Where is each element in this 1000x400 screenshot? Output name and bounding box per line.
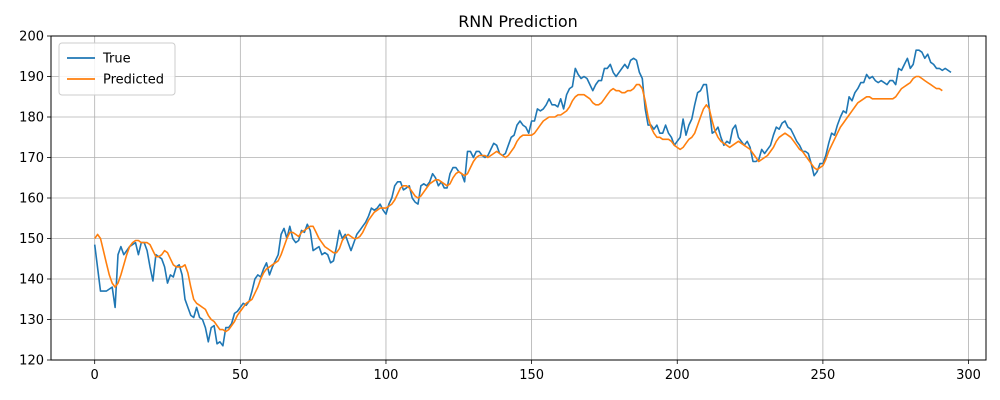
x-tick-label: 0 — [91, 368, 99, 383]
y-tick-label: 130 — [19, 313, 44, 328]
legend-box — [58, 42, 176, 96]
axes: 0 50 100 150 200 250 300 120 130 140 150 160 170 180 1… — [19, 30, 981, 384]
y-tick-label: 180 — [19, 111, 44, 126]
y-tick-label: 150 — [19, 232, 44, 247]
x-tick-label: 250 — [810, 368, 835, 383]
x-tick-label: 300 — [956, 368, 981, 383]
x-tick-label: 100 — [374, 368, 399, 383]
y-tick-label: 140 — [19, 273, 44, 288]
legend: True Predicted — [58, 42, 176, 96]
x-tick-label: 50 — [232, 368, 249, 383]
y-tick-label: 190 — [19, 70, 44, 85]
grid-lines — [51, 35, 986, 361]
y-tick-label: 160 — [19, 192, 44, 207]
y-tick-label: 200 — [19, 30, 44, 45]
x-tick-label: 200 — [665, 368, 690, 383]
chart-title: RNN Prediction — [458, 12, 578, 31]
x-tick-label: 150 — [519, 368, 544, 383]
series-layer — [93, 49, 952, 347]
y-tick-label: 120 — [19, 354, 44, 369]
y-tick-label: 170 — [19, 151, 44, 166]
legend-label-true: True — [102, 52, 131, 67]
legend-label-predicted: Predicted — [103, 73, 164, 88]
series-line-predicted — [94, 75, 943, 333]
